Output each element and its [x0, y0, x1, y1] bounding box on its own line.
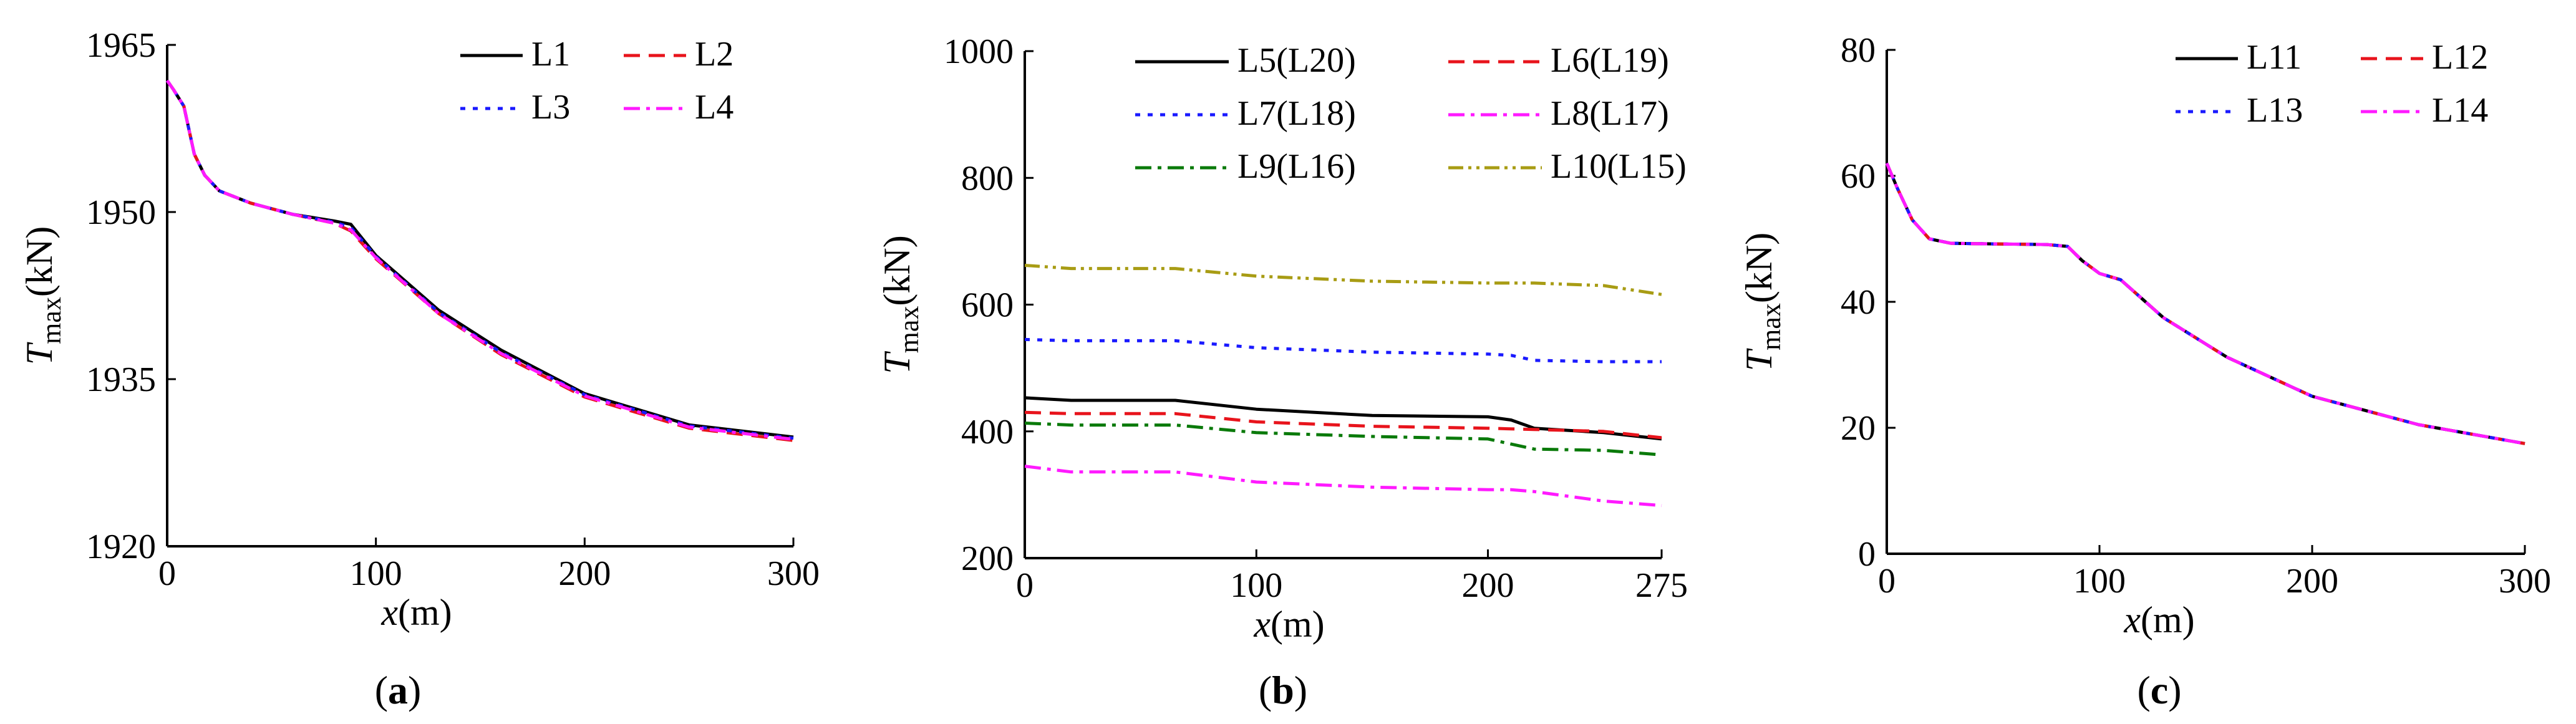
x-tick-label: 275: [1635, 566, 1688, 605]
series-line-l6-l19-: [1024, 410, 1662, 440]
series-line-l8-l17-: [1024, 465, 1662, 508]
legend-label: L4: [695, 88, 734, 127]
x-axis-label: x(m): [1253, 604, 1324, 645]
series-line-l10-l15-: [1024, 264, 1662, 296]
legend-label: L13: [2247, 91, 2303, 130]
panel-label: (b): [1259, 668, 1307, 712]
panel-b: 0 100 200 275 200 400 600 800 1000 x(m) Tmax(kN) L5…: [876, 32, 1688, 712]
panel-c: 0 100 200 300 0 20 40 60 80 x(m) Tmax(kN) L11 L12 L13…: [1738, 31, 2551, 712]
y-tick-label: 1920: [86, 528, 156, 566]
y-tick-label: 1000: [944, 32, 1014, 71]
legend-label: L2: [695, 35, 734, 74]
legend: L11 L12 L13 L14: [2176, 38, 2488, 130]
x-tick-label: 300: [767, 554, 820, 593]
legend: L5(L20) L6(L19) L7(L18) L8(L17) L9(L16) L10(L…: [1135, 41, 1687, 186]
legend-label: L7(L18): [1237, 94, 1356, 133]
x-tick-label: 200: [2286, 562, 2338, 601]
legend-label: L5(L20): [1237, 41, 1356, 80]
x-tick-label: 100: [1230, 566, 1282, 605]
legend-label: L3: [531, 88, 570, 127]
x-axis-label: x(m): [380, 592, 452, 633]
panel-label: (c): [2137, 668, 2181, 712]
legend-label: L12: [2432, 38, 2488, 77]
y-tick-label: 1935: [86, 360, 156, 399]
legend-label: L6(L19): [1551, 41, 1669, 80]
x-tick-label: 0: [1016, 566, 1034, 605]
legend: L1 L2 L3 L4: [460, 35, 734, 127]
x-tick-label: 200: [1462, 566, 1514, 605]
panel-a: 0 100 200 300 1920 1935 1950 1965 x(m) Tmax(kN) L1…: [19, 26, 820, 712]
x-tick-label: 200: [558, 554, 611, 593]
series-line-l3: [165, 79, 794, 440]
x-axis-label: x(m): [2123, 599, 2194, 640]
legend-label: L10(L15): [1551, 147, 1687, 186]
series-line-l9-l16-: [1024, 422, 1662, 456]
x-tick-label: 0: [158, 554, 176, 593]
series-line-l12: [1885, 162, 2525, 445]
x-tick-label: 300: [2499, 562, 2551, 601]
y-tick-label: 20: [1841, 409, 1876, 448]
series-line-l7-l18-: [1024, 337, 1662, 364]
series-line-l13: [1885, 162, 2525, 445]
legend-label: L1: [531, 35, 570, 74]
y-tick-label: 0: [1858, 535, 1876, 574]
legend-label: L14: [2432, 91, 2488, 130]
panel-label: (a): [375, 668, 422, 712]
y-tick-label: 800: [961, 159, 1014, 198]
legend-label: L9(L16): [1237, 147, 1356, 186]
y-tick-label: 40: [1841, 283, 1876, 322]
series-line-l2: [165, 79, 794, 442]
y-axis-label: Tmax(kN): [19, 226, 67, 365]
legend-label: L8(L17): [1551, 94, 1669, 133]
series-line-l11: [1885, 162, 2525, 445]
series-line-l4: [165, 79, 794, 441]
x-tick-label: 100: [2073, 562, 2126, 601]
y-tick-label: 400: [961, 413, 1014, 451]
y-axis-label: Tmax(kN): [876, 235, 924, 374]
series-line-l1: [165, 79, 794, 439]
legend-label: L11: [2247, 38, 2302, 77]
y-tick-label: 200: [961, 539, 1014, 578]
x-tick-label: 0: [1878, 562, 1896, 601]
y-axis-label: Tmax(kN): [1738, 233, 1786, 371]
y-tick-label: 1965: [86, 26, 156, 65]
y-tick-label: 600: [961, 286, 1014, 325]
x-tick-label: 100: [350, 554, 402, 593]
series-line-l14: [1885, 162, 2525, 445]
series-line-l5-l20-: [1024, 396, 1662, 441]
y-tick-label: 60: [1841, 157, 1876, 196]
y-tick-label: 1950: [86, 193, 156, 232]
y-tick-label: 80: [1841, 31, 1876, 70]
